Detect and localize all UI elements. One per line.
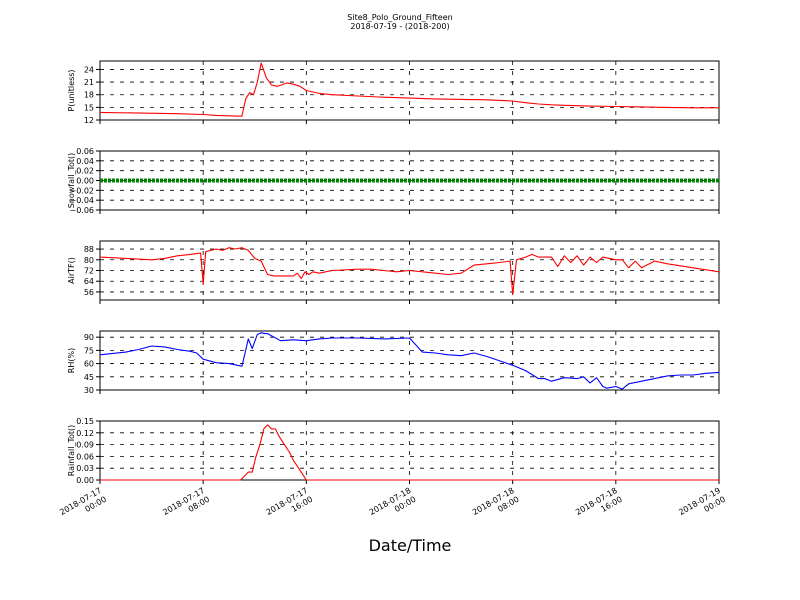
y-tick-label: 0.12 — [76, 429, 94, 438]
y-tick-label: 0.02 — [76, 167, 94, 176]
y-axis-label: AirTF() — [67, 257, 76, 284]
subplot-1: 12 15 18 21 24 P(unitless) — [67, 60, 720, 125]
y-tick-label: 0.04 — [76, 157, 94, 166]
y-axis-label: Rainfall_Tot() — [67, 425, 76, 477]
y-tick-label: −0.04 — [69, 196, 94, 205]
y-tick-label: 0.00 — [76, 476, 94, 485]
chart-subtitle: 2018-07-19 - (2018-200) — [350, 22, 449, 31]
x-tick-label: 2018-07-1708:00 — [161, 486, 211, 526]
y-tick-label: 0.06 — [76, 452, 94, 461]
y-tick-label: 60 — [84, 360, 94, 369]
y-tick-label: 0.03 — [76, 464, 94, 473]
y-tick-label: 30 — [84, 386, 94, 395]
x-tick-label: 2018-07-1716:00 — [265, 486, 315, 526]
series-line — [99, 247, 720, 296]
y-tick-label: 12 — [84, 116, 94, 125]
y-tick-label: 0.15 — [76, 417, 94, 426]
y-tick-label: 88 — [84, 245, 94, 254]
y-tick-label: 18 — [84, 91, 94, 100]
x-tick-label: 2018-07-1900:00 — [677, 486, 727, 526]
y-tick-label: 75 — [84, 346, 94, 355]
y-tick-label: 15 — [84, 103, 94, 112]
y-axis-label: Snowfall_Tot() — [67, 153, 76, 209]
y-tick-label: 21 — [84, 78, 94, 87]
y-tick-label: 72 — [84, 267, 94, 276]
series-line — [99, 332, 720, 390]
x-tick-label: 2018-07-1808:00 — [471, 486, 521, 526]
y-tick-label: −0.02 — [69, 186, 94, 195]
y-tick-label: 56 — [84, 288, 94, 297]
y-tick-label: 0.00 — [76, 177, 94, 186]
y-tick-label: 90 — [84, 333, 94, 342]
series-line — [100, 424, 719, 481]
x-tick-label: 2018-07-1816:00 — [574, 486, 624, 526]
chart-title: Site8_Polo_Ground_Fifteen — [347, 13, 452, 22]
x-axis-tick-labels: 2018-07-1700:00 2018-07-1708:00 2018-07-17… — [58, 486, 727, 526]
y-tick-label: 45 — [84, 373, 94, 382]
y-tick-label: 80 — [84, 256, 94, 265]
x-tick-label: 2018-07-1700:00 — [58, 486, 108, 526]
subplot-2: −0.06−0.04−0.020.000.020.040.06Snowfall_… — [67, 147, 720, 215]
x-tick-label: 2018-07-1800:00 — [368, 486, 418, 526]
y-axis-label: P(unitless) — [67, 69, 76, 111]
y-tick-label: 0.06 — [76, 147, 94, 156]
y-tick-label: 24 — [84, 65, 94, 74]
subplot-panels: 1215182124P(unitless)−0.06−0.04−0.020.00… — [67, 60, 720, 485]
y-axis-label: RH(%) — [67, 348, 76, 373]
y-tick-label: 64 — [84, 277, 94, 286]
series-line — [99, 62, 719, 117]
subplot-4: 30 45 60 75 90 RH(%) — [67, 330, 720, 395]
x-axis-label: Date/Time — [369, 536, 452, 555]
y-tick-label: −0.06 — [69, 206, 94, 215]
y-tick-label: 0.09 — [76, 441, 94, 450]
